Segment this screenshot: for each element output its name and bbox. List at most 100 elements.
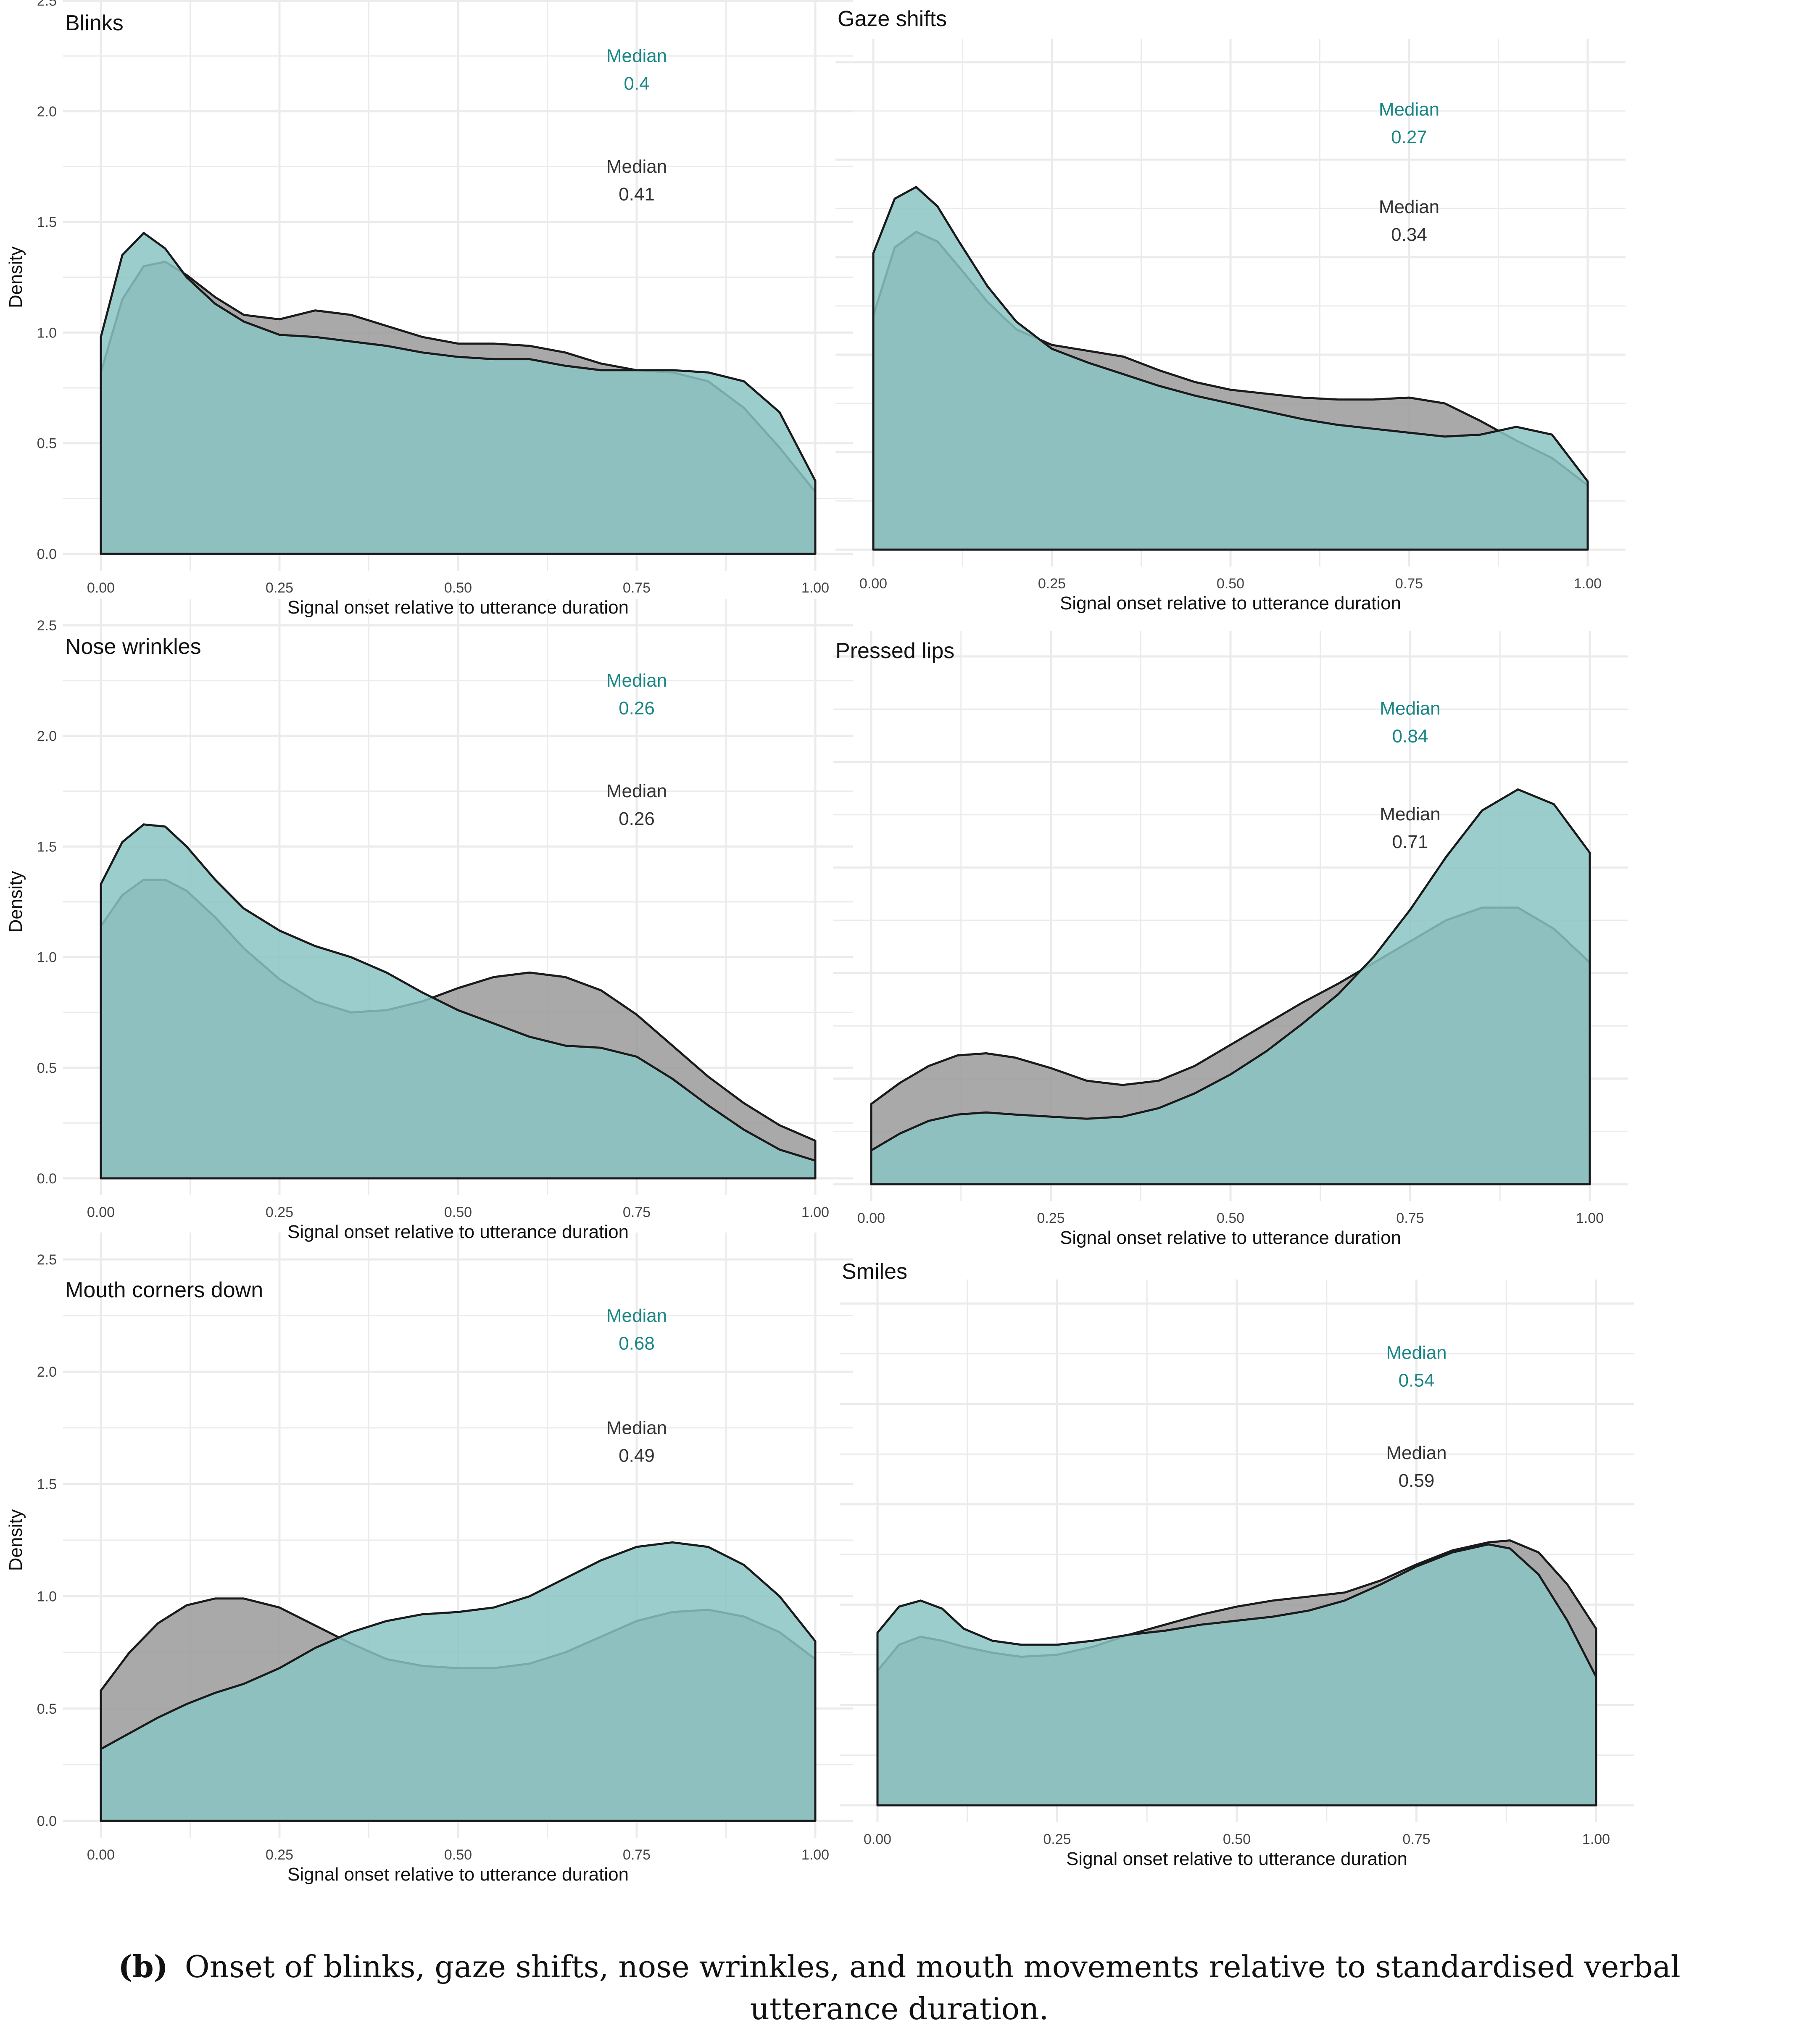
x-tick-label: 0.75 — [623, 580, 651, 596]
median-value-teal: 0.27 — [1391, 127, 1427, 148]
y-tick-label: 2.0 — [37, 104, 57, 120]
y-axis-label: Density — [5, 1509, 26, 1571]
panel-title: Blinks — [65, 11, 124, 35]
figure-caption: (b) Onset of blinks, gaze shifts, nose wr… — [59, 1946, 1740, 2030]
x-tick-label: 0.50 — [1217, 576, 1244, 592]
y-tick-label: 1.0 — [37, 1589, 57, 1605]
panel-nose-wrinkles: Nose wrinkles 0.0 0.5 1.0 1.5 2.0 2.5 0.00 0.25 0… — [5, 598, 853, 1242]
median-value-teal: 0.26 — [619, 698, 655, 719]
x-axis-label: Signal onset relative to utterance durat… — [287, 1864, 629, 1885]
panel-blinks: Blinks 0.0 0.5 1.0 1.5 2.0 2.5 0.00 0.25 0.50 0.75… — [5, 0, 853, 618]
x-tick-label: 1.00 — [801, 580, 829, 596]
panel-title: Pressed lips — [835, 639, 954, 663]
y-tick-label: 0.0 — [37, 1171, 57, 1187]
x-axis-label: Signal onset relative to utterance durat… — [1066, 1849, 1407, 1869]
y-tick-label: 1.5 — [37, 214, 57, 230]
panel-title: Mouth corners down — [65, 1278, 263, 1302]
x-axis-label: Signal onset relative to utterance durat… — [1060, 1227, 1401, 1248]
figure: Blinks 0.0 0.5 1.0 1.5 2.0 2.5 0.00 0.25 0.50 0.75… — [5, 0, 1634, 1885]
x-tick-label: 0.00 — [864, 1831, 891, 1847]
median-value-teal: 0.84 — [1392, 726, 1428, 747]
median-label-grey: Median — [606, 1418, 667, 1438]
x-tick-label: 0.75 — [623, 1847, 651, 1863]
x-tick-label: 0.00 — [857, 1210, 885, 1226]
panel-mouth-corners-down: Mouth corners down 0.0 0.5 1.0 1.5 2.0 2.5 0.00… — [5, 1232, 853, 1885]
caption-label: (b) — [118, 1949, 168, 1984]
density-area-teal — [100, 1541, 817, 1822]
x-tick-label: 0.50 — [444, 580, 472, 596]
density-area-teal — [876, 1543, 1597, 1807]
median-value-grey: 0.49 — [619, 1446, 655, 1466]
panel-title: Gaze shifts — [838, 7, 947, 31]
median-label-grey: Median — [1380, 804, 1440, 824]
median-value-teal: 0.54 — [1399, 1370, 1435, 1391]
y-axis-label: Density — [5, 871, 26, 933]
x-tick-label: 0.00 — [87, 1847, 115, 1863]
density-area-teal — [870, 788, 1591, 1185]
y-tick-label: 2.5 — [37, 1252, 57, 1268]
x-tick-label: 0.25 — [266, 1204, 293, 1220]
median-value-grey: 0.71 — [1392, 832, 1428, 852]
y-tick-label: 1.0 — [37, 950, 57, 966]
x-tick-label: 1.00 — [1576, 1210, 1604, 1226]
x-tick-label: 0.25 — [1043, 1831, 1071, 1847]
x-tick-label: 0.25 — [1037, 1210, 1064, 1226]
median-value-grey: 0.34 — [1391, 224, 1427, 245]
median-label-teal: Median — [1380, 698, 1440, 719]
y-tick-label: 1.5 — [37, 1476, 57, 1492]
x-tick-label: 0.25 — [266, 580, 293, 596]
x-tick-label: 1.00 — [1574, 576, 1602, 592]
median-label-grey: Median — [606, 781, 667, 801]
median-value-teal: 0.4 — [624, 73, 649, 94]
x-tick-label: 0.00 — [87, 1204, 115, 1220]
median-label-teal: Median — [1379, 99, 1439, 120]
y-tick-label: 0.5 — [37, 436, 57, 452]
panel-gaze-shifts: Gaze shifts 0.00 0.25 0.50 0.75 1.00 Signal on… — [835, 7, 1626, 614]
x-axis-label: Signal onset relative to utterance durat… — [1060, 593, 1401, 614]
caption-text: Onset of blinks, gaze shifts, nose wrink… — [184, 1949, 1681, 2026]
median-label-grey: Median — [1386, 1443, 1447, 1463]
x-tick-label: 0.50 — [444, 1847, 472, 1863]
x-tick-label: 0.75 — [1396, 1210, 1424, 1226]
density-area-teal — [872, 186, 1589, 551]
median-label-teal: Median — [606, 670, 667, 691]
panel-title: Smiles — [842, 1259, 907, 1284]
x-tick-label: 0.75 — [623, 1204, 651, 1220]
x-tick-label: 0.25 — [1038, 576, 1066, 592]
y-tick-label: 0.5 — [37, 1060, 57, 1076]
density-area-teal — [100, 232, 817, 555]
x-tick-label: 0.25 — [266, 1847, 293, 1863]
panel-smiles: Smiles 0.00 0.25 0.50 0.75 1.00 Signal onset r… — [840, 1259, 1634, 1869]
panel-pressed-lips: Pressed lips 0.00 0.25 0.50 0.75 1.00 Signal o… — [833, 631, 1628, 1248]
y-tick-label: 2.5 — [37, 0, 57, 9]
y-tick-label: 1.0 — [37, 325, 57, 341]
x-tick-label: 0.75 — [1395, 576, 1423, 592]
median-value-grey: 0.41 — [619, 184, 655, 205]
x-tick-label: 1.00 — [801, 1204, 829, 1220]
y-tick-label: 2.0 — [37, 728, 57, 744]
y-tick-label: 2.0 — [37, 1364, 57, 1380]
density-area-teal — [100, 823, 817, 1180]
median-label-teal: Median — [606, 1305, 667, 1326]
median-value-grey: 0.26 — [619, 809, 655, 829]
y-axis-label: Density — [5, 246, 26, 308]
y-tick-label: 1.5 — [37, 839, 57, 855]
y-tick-label: 2.5 — [37, 618, 57, 634]
median-label-teal: Median — [1386, 1342, 1447, 1363]
x-tick-label: 0.50 — [444, 1204, 472, 1220]
x-tick-label: 0.75 — [1402, 1831, 1430, 1847]
x-tick-label: 1.00 — [801, 1847, 829, 1863]
median-value-teal: 0.68 — [619, 1333, 655, 1354]
median-label-grey: Median — [606, 156, 667, 177]
x-tick-label: 0.50 — [1217, 1210, 1244, 1226]
x-tick-label: 1.00 — [1582, 1831, 1610, 1847]
y-tick-label: 0.5 — [37, 1701, 57, 1717]
median-value-grey: 0.59 — [1399, 1470, 1435, 1491]
median-label-grey: Median — [1379, 197, 1439, 217]
y-tick-label: 0.0 — [37, 546, 57, 562]
x-tick-label: 0.50 — [1223, 1831, 1251, 1847]
panel-title: Nose wrinkles — [65, 635, 201, 659]
x-tick-label: 0.00 — [859, 576, 887, 592]
median-label-teal: Median — [606, 45, 667, 66]
x-tick-label: 0.00 — [87, 580, 115, 596]
